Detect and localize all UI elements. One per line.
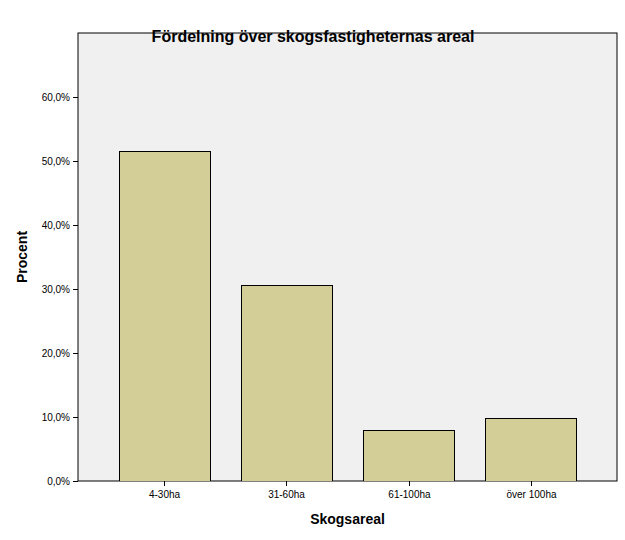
x-tick: [164, 481, 165, 486]
chart-svg: 0,0% 10,0% 20,0% 30,0% 40,0% 50,0% 60,0% 4-30ha…: [0, 0, 625, 540]
chart-container: 0,0% 10,0% 20,0% 30,0% 40,0% 50,0% 60,0% 4-30ha…: [0, 0, 625, 540]
plot-area: [78, 33, 617, 481]
x-tick: [409, 481, 410, 486]
y-tick: [73, 225, 78, 226]
y-tick-label: 60,0%: [42, 92, 70, 103]
y-tick: [73, 97, 78, 98]
bar: [486, 419, 577, 482]
x-tick: [531, 481, 532, 486]
x-tick-label: 61-100ha: [388, 489, 431, 500]
y-axis-label: Procent: [14, 231, 30, 283]
y-tick-label: 0,0%: [47, 476, 70, 487]
bar: [120, 152, 211, 482]
y-tick-label: 10,0%: [42, 412, 70, 423]
y-tick-label: 20,0%: [42, 348, 70, 359]
x-tick: [286, 481, 287, 486]
x-tick-label: 4-30ha: [149, 489, 181, 500]
x-axis-label: Skogsareal: [310, 511, 385, 527]
y-tick-label: 40,0%: [42, 220, 70, 231]
bar: [242, 286, 333, 482]
y-tick: [73, 289, 78, 290]
y-tick: [73, 481, 78, 482]
bar: [364, 431, 455, 482]
y-tick: [73, 161, 78, 162]
y-tick: [73, 417, 78, 418]
y-tick-label: 50,0%: [42, 156, 70, 167]
y-tick-label: 30,0%: [42, 284, 70, 295]
x-tick-label: 31-60ha: [268, 489, 305, 500]
title: Fördelning över skogsfastigheternas area…: [152, 28, 475, 45]
y-tick: [73, 353, 78, 354]
x-tick-label: över 100ha: [506, 489, 556, 500]
bars: [120, 152, 577, 482]
